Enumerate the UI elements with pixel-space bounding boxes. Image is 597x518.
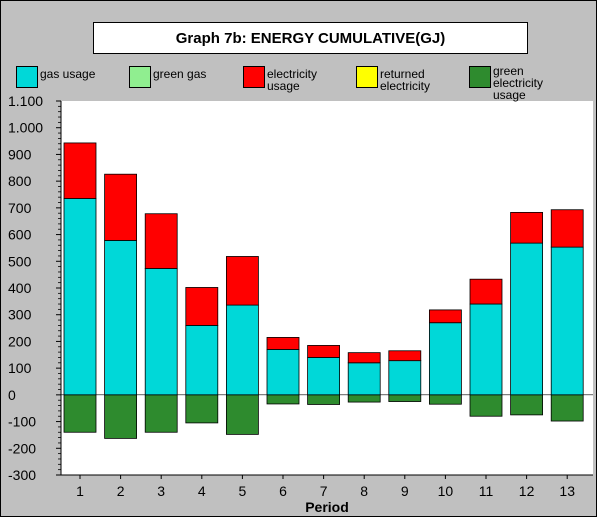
y-tick-label: -200 [8, 440, 36, 456]
bar-electricity-usage-period-12 [510, 211, 544, 244]
bar-green-electricity-usage-period-2 [104, 394, 137, 439]
bar-electricity-usage-period-2 [104, 173, 137, 241]
x-tick-label: 7 [320, 483, 328, 499]
y-tick-label: 1.000 [8, 120, 43, 136]
bar-gas-usage-period-10 [428, 322, 462, 396]
legend-item-green-electricity-usage: green electricity usage [469, 63, 555, 101]
bar-gas-usage-period-8 [347, 362, 381, 396]
y-tick-label: -300 [8, 467, 36, 483]
bar-green-electricity-usage-period-6 [266, 394, 300, 405]
y-tick-label: 400 [8, 280, 32, 296]
bar-green-electricity-usage-period-3 [144, 394, 178, 433]
x-tick-label: 6 [279, 483, 287, 499]
bar-electricity-usage-period-6 [266, 337, 300, 350]
x-tick-label: 2 [117, 483, 125, 499]
bar-gas-usage-period-9 [388, 360, 422, 396]
y-tick-label: 900 [8, 146, 32, 162]
x-axis: 1 2 3 4 5 6 7 8 9 10 11 12 13 [61, 394, 593, 499]
bar-gas-usage-period-5 [225, 304, 259, 396]
x-tick-label: 10 [438, 483, 454, 499]
bar-electricity-usage-period-9 [388, 350, 422, 362]
bar-electricity-usage-period-1 [63, 142, 97, 199]
bar-green-electricity-usage-period-11 [469, 394, 503, 417]
legend-swatch-green-gas [129, 66, 151, 88]
y-tick-label: -100 [8, 414, 36, 430]
legend-label-green-gas: green gas [153, 67, 207, 81]
y-tick-label: 100 [8, 360, 32, 376]
legend-swatch-green-electricity-usage [469, 66, 491, 88]
chart-title: Graph 7b: ENERGY CUMULATIVE(GJ) [175, 29, 446, 47]
y-tick-label: 200 [8, 333, 32, 349]
y-tick-label: 0 [8, 387, 16, 403]
bar-gas-usage-period-1 [63, 198, 97, 396]
bar-electricity-usage-period-4 [185, 287, 219, 326]
y-tick-label: 800 [8, 173, 32, 189]
legend-label-green-electricity-usage: green electricity usage [493, 64, 544, 102]
legend-item-gas-usage: gas usage [16, 66, 102, 88]
y-axis: -300 -200 -100 0 100 200 300 400 500 600 700 800 900… [8, 93, 62, 483]
bar-green-electricity-usage-period-10 [428, 394, 462, 405]
bar-electricity-usage-period-11 [469, 278, 503, 305]
x-tick-label: 1 [76, 483, 84, 499]
bar-electricity-usage-period-8 [347, 352, 381, 364]
bar-green-electricity-usage-period-9 [388, 394, 422, 402]
bar-green-electricity-usage-period-1 [63, 394, 97, 433]
legend-label-gas-usage: gas usage [40, 67, 96, 81]
x-tick-label: 4 [198, 483, 206, 499]
chart-title-box: Graph 7b: ENERGY CUMULATIVE(GJ) [93, 22, 528, 54]
bar-gas-usage-period-3 [144, 268, 178, 396]
bar-electricity-usage-period-13 [550, 209, 584, 248]
y-tick-label: 300 [8, 307, 32, 323]
bar-gas-usage-period-11 [469, 303, 503, 396]
legend-swatch-returned-electricity [356, 66, 378, 88]
bar-electricity-usage-period-7 [307, 345, 341, 358]
legend-label-returned-electricity: returned electricity [380, 67, 431, 93]
legend-item-green-gas: green gas [129, 66, 215, 88]
y-tick-label: 1.100 [8, 93, 43, 109]
x-tick-label: 3 [157, 483, 165, 499]
bar-green-electricity-usage-period-13 [550, 394, 584, 422]
bar-gas-usage-period-2 [104, 240, 137, 396]
x-tick-label: 5 [239, 483, 247, 499]
bar-green-electricity-usage-period-4 [185, 394, 219, 424]
x-tick-label: 11 [479, 483, 494, 499]
bar-electricity-usage-period-3 [144, 213, 178, 269]
bar-gas-usage-period-4 [185, 324, 219, 396]
y-tick-label: 600 [8, 227, 32, 243]
bar-gas-usage-period-13 [550, 246, 584, 396]
bar-electricity-usage-period-5 [225, 256, 259, 306]
legend-swatch-electricity-usage [243, 66, 265, 88]
legend-item-returned-electricity: returned electricity [356, 66, 442, 92]
bar-gas-usage-period-6 [266, 349, 300, 396]
x-tick-label: 9 [401, 483, 409, 499]
y-tick-label: 500 [8, 253, 32, 269]
x-tick-label: 13 [559, 483, 575, 499]
bar-gas-usage-period-7 [307, 357, 341, 396]
x-axis-title: Period [305, 499, 349, 515]
x-tick-label: 12 [519, 483, 535, 499]
bar-electricity-usage-period-10 [428, 309, 462, 324]
y-tick-label: 700 [8, 200, 32, 216]
bar-green-electricity-usage-period-12 [510, 394, 544, 416]
bar-green-electricity-usage-period-5 [225, 394, 259, 435]
legend-swatch-gas-usage [16, 66, 38, 88]
bar-green-electricity-usage-period-8 [347, 394, 381, 403]
x-tick-label: 8 [360, 483, 368, 499]
legend-item-electricity-usage: electricity usage [243, 66, 329, 92]
bar-gas-usage-period-12 [510, 242, 544, 396]
bar-green-electricity-usage-period-7 [307, 394, 341, 405]
legend-label-electricity-usage: electricity usage [267, 67, 318, 93]
